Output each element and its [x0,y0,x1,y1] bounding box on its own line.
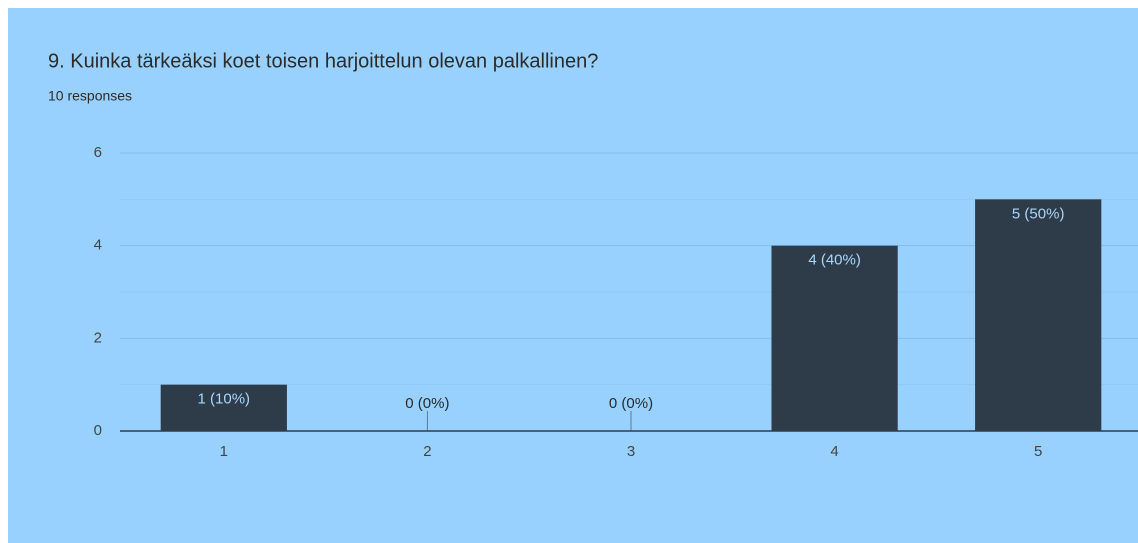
x-tick-label: 3 [627,443,635,460]
x-tick-label: 5 [1034,443,1042,460]
value-label: 0 (0%) [405,395,449,412]
y-tick-label: 6 [94,144,102,161]
bar [975,199,1102,431]
chart-title: 9. Kuinka tärkeäksi koet toisen harjoitt… [48,50,598,72]
value-label: 4 (40%) [808,252,861,269]
value-label: 5 (50%) [1012,205,1065,222]
bar [160,384,287,431]
y-tick-label: 2 [94,329,102,346]
bar [771,245,898,431]
y-tick-label: 0 [94,422,102,439]
x-tick-label: 2 [423,443,431,460]
chart-background [8,8,1138,543]
x-tick-label: 4 [830,443,838,460]
y-tick-label: 4 [94,237,102,254]
value-label: 0 (0%) [609,395,653,412]
value-label: 1 (10%) [198,391,251,408]
chart-subtitle: 10 responses [48,88,132,104]
x-tick-label: 1 [220,443,228,460]
